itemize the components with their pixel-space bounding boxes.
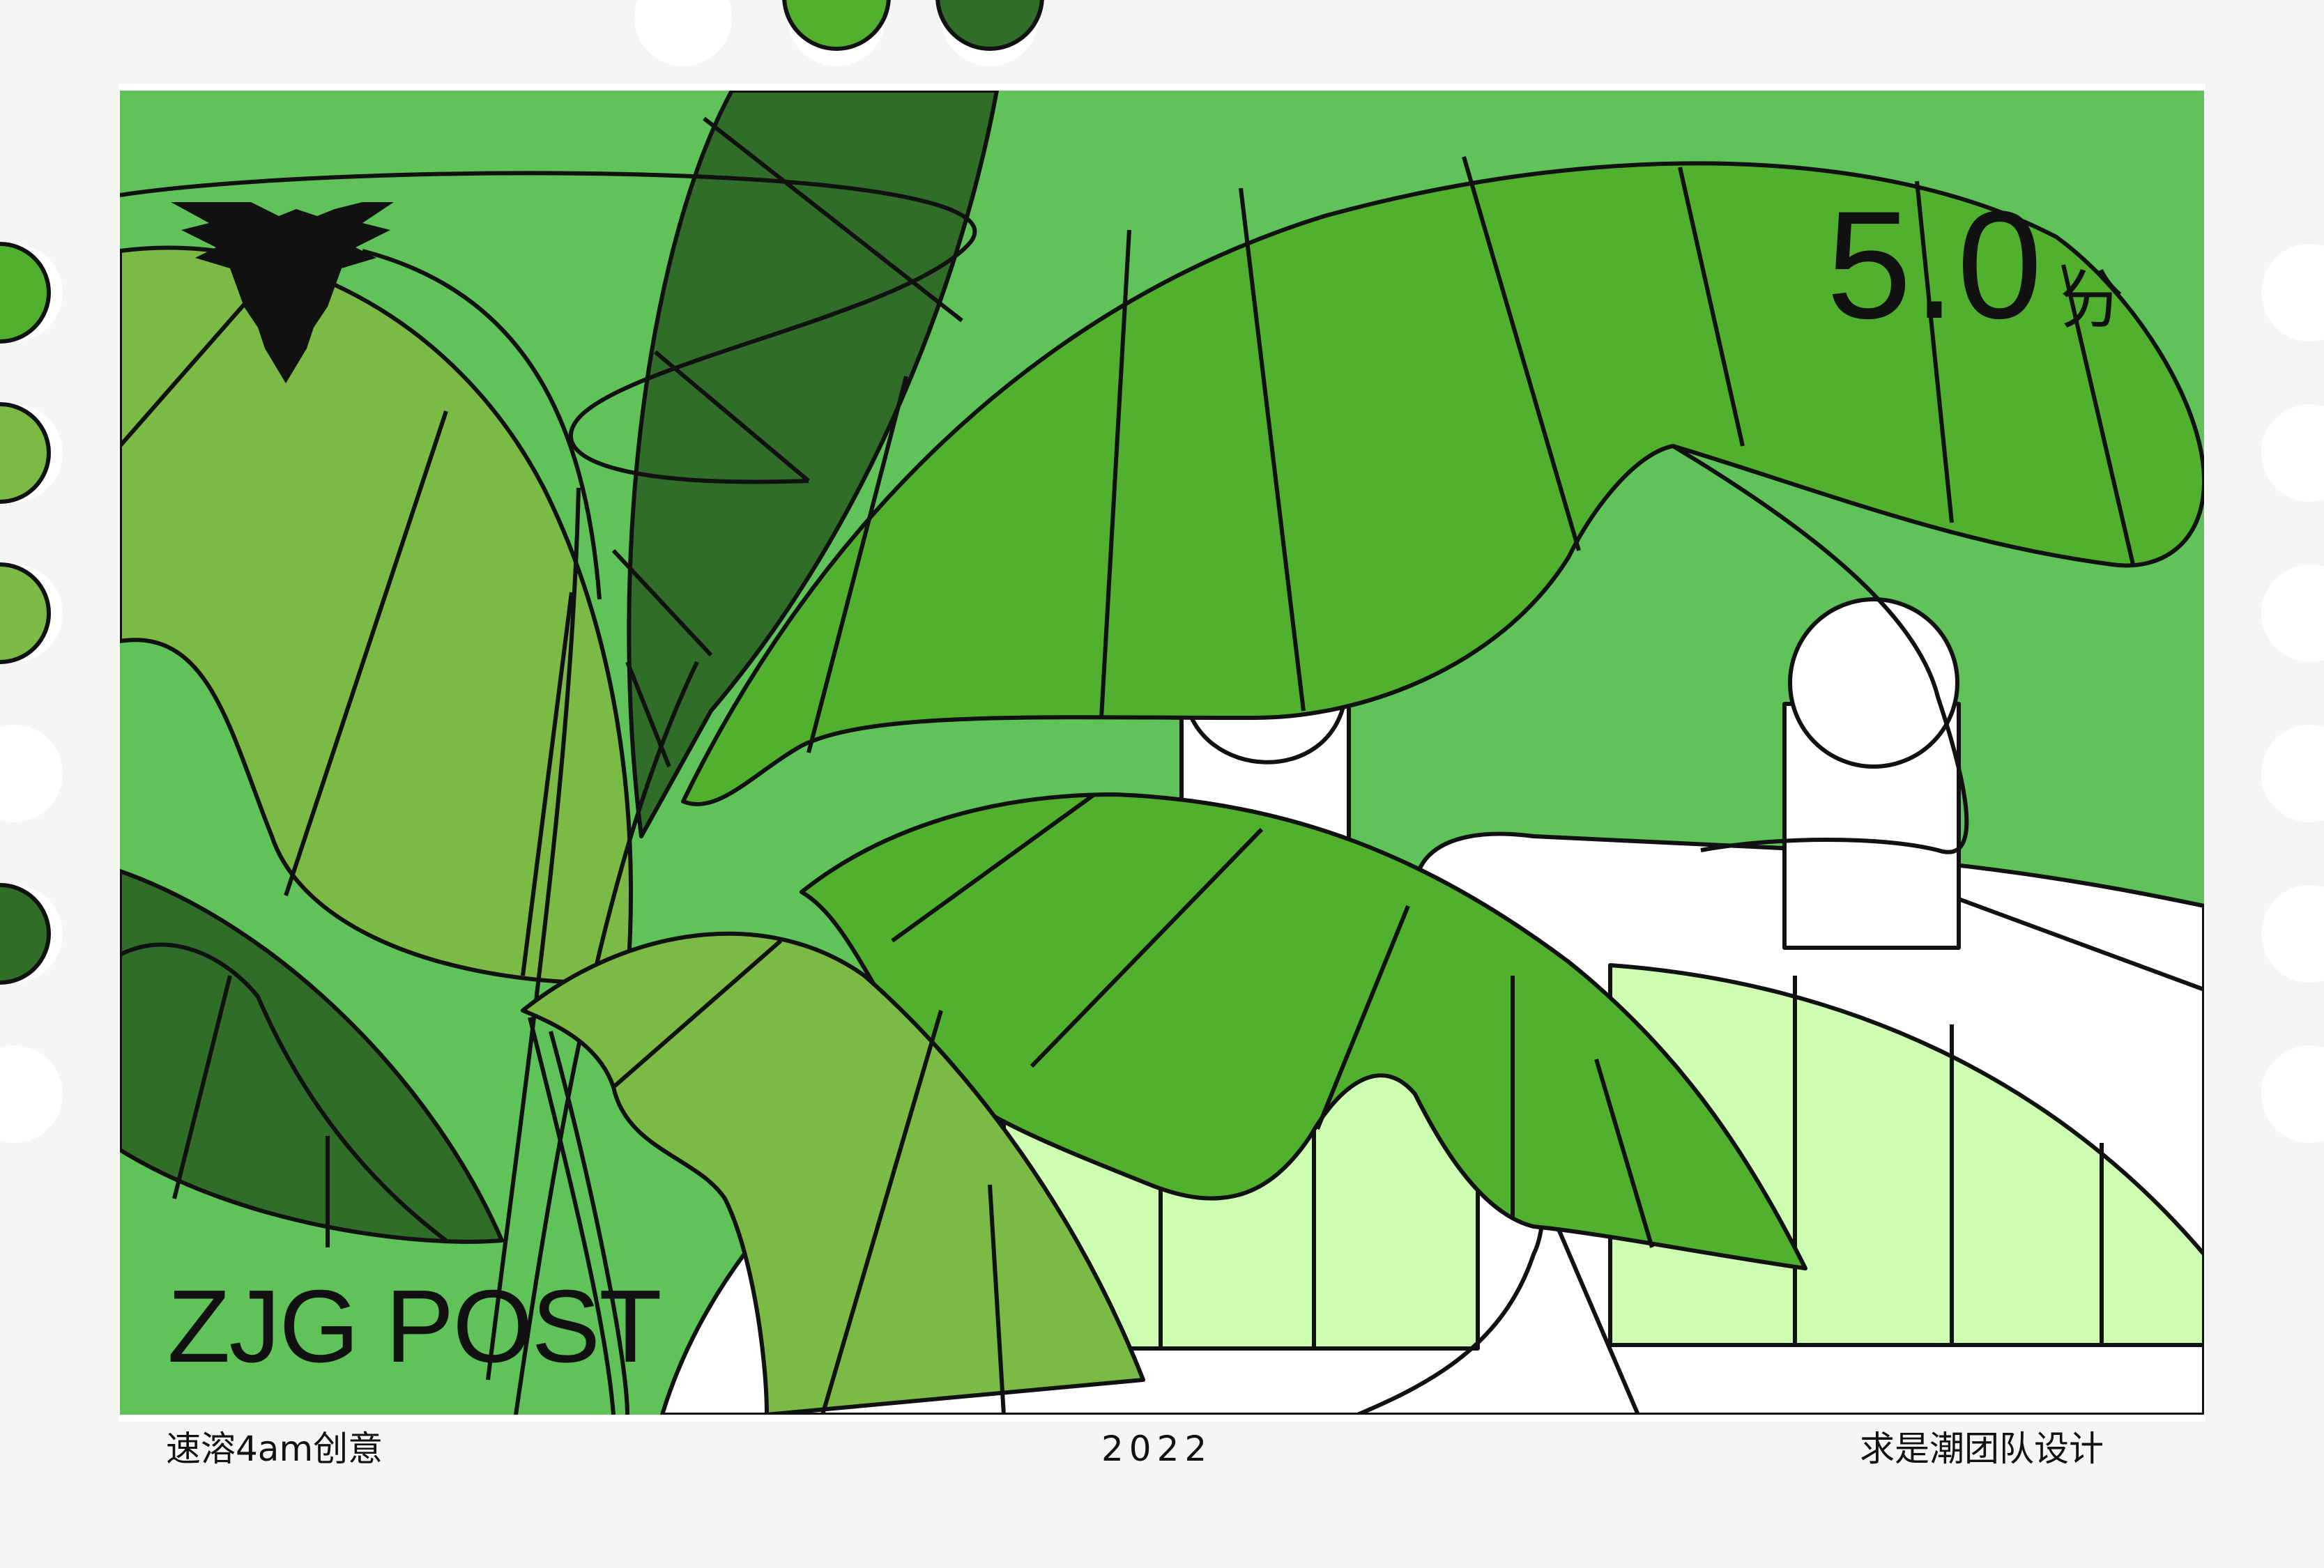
arch-right-dome [1788, 597, 1959, 769]
stems [120, 171, 977, 1415]
leaf-main [681, 156, 2204, 854]
illustration [120, 91, 2204, 1415]
brand-title: ZJG POST [167, 1269, 662, 1384]
leaf-left-large [120, 245, 633, 985]
footer-credit-left: 速溶4am创意 [166, 1429, 383, 1469]
footer-year: 2022 [1101, 1429, 1213, 1469]
denomination-unit: 分 [2060, 263, 2125, 337]
eagle-emblem [171, 202, 394, 383]
leaf-dark-lower [120, 869, 504, 1247]
footer-credit-right: 求是潮团队设计 [1860, 1429, 2104, 1469]
denomination-value: 5.0 [1826, 179, 2044, 351]
leaf-lower-light [521, 931, 1145, 1415]
neighbor-stamp-bleed [0, 0, 1044, 985]
leaf-center [800, 792, 1807, 1270]
